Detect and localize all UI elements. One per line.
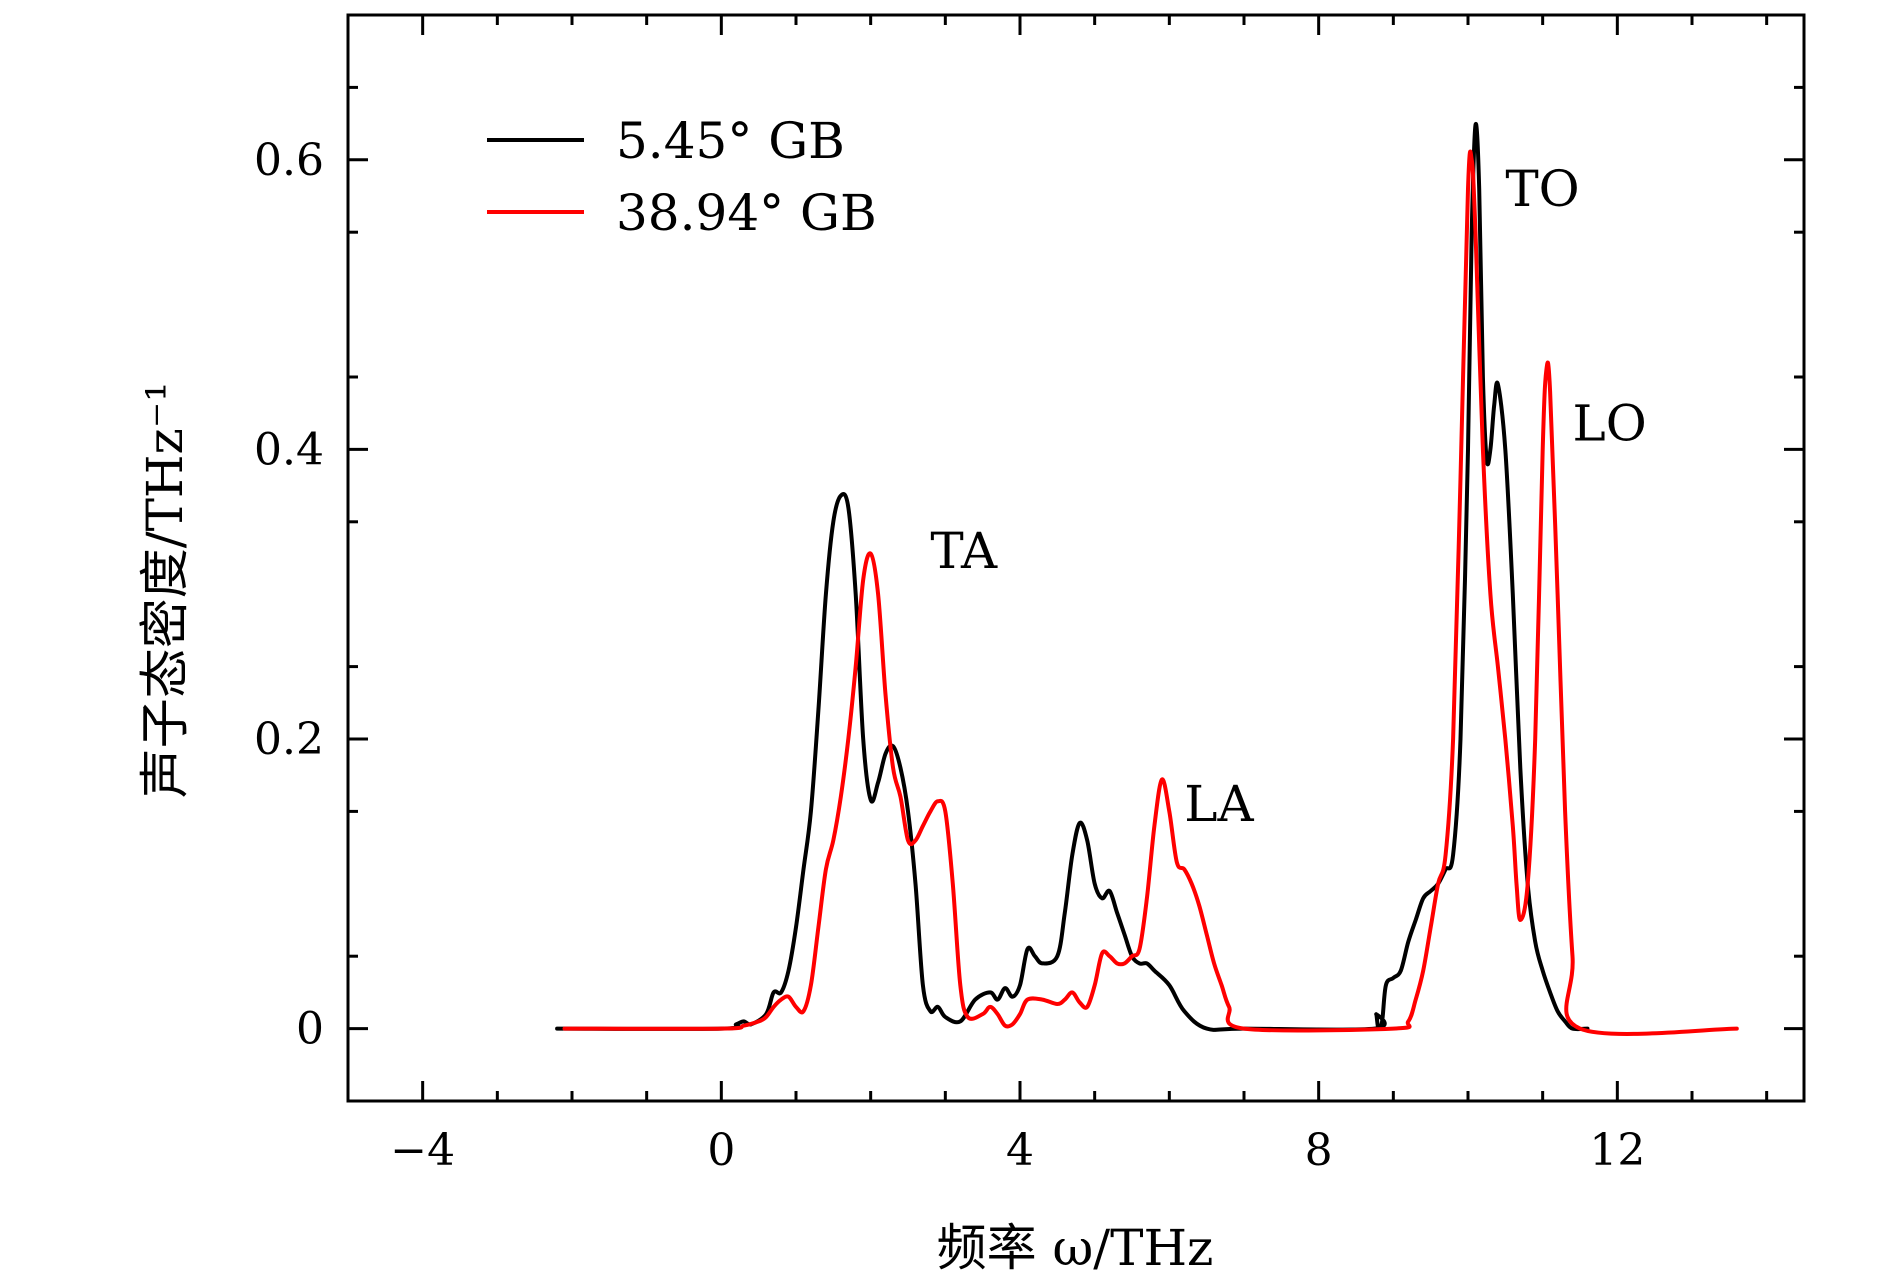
x-tick-label: 12 <box>1589 1125 1645 1176</box>
x-axis-label: 频率 ω/THz <box>937 1219 1214 1276</box>
x-tick-label: 4 <box>1006 1125 1034 1176</box>
x-tick-label: −4 <box>390 1125 455 1176</box>
series-line-0 <box>555 121 1590 1032</box>
plot-lines <box>555 121 1739 1036</box>
peak-label-la: LA <box>1184 775 1254 833</box>
legend-label-series-1: 38.94° GB <box>616 184 877 242</box>
legend: 5.45° GB 38.94° GB <box>487 112 877 242</box>
y-tick-label: 0 <box>296 1004 324 1055</box>
y-tick-label: 0.2 <box>254 714 324 765</box>
plot-frame <box>346 13 1806 1103</box>
peak-label-ta: TA <box>930 522 998 580</box>
x-tick-label: 0 <box>707 1125 735 1176</box>
peak-label-lo: LO <box>1573 394 1647 452</box>
y-tick-label: 0.6 <box>254 135 324 186</box>
peak-annotations: TA LA TO LO <box>930 160 1646 833</box>
y-axis-label: 声子态密度/THz⁻¹ <box>136 382 194 799</box>
legend-label-series-0: 5.45° GB <box>616 112 845 170</box>
peak-label-to: TO <box>1505 160 1579 218</box>
series-line-1 <box>562 149 1739 1036</box>
tick-labels: −4 0 4 8 12 0 0.2 0.4 0.6 <box>254 135 1645 1176</box>
axis-ticks <box>346 15 1804 1101</box>
x-tick-label: 8 <box>1305 1125 1333 1176</box>
y-tick-label: 0.4 <box>254 424 324 475</box>
